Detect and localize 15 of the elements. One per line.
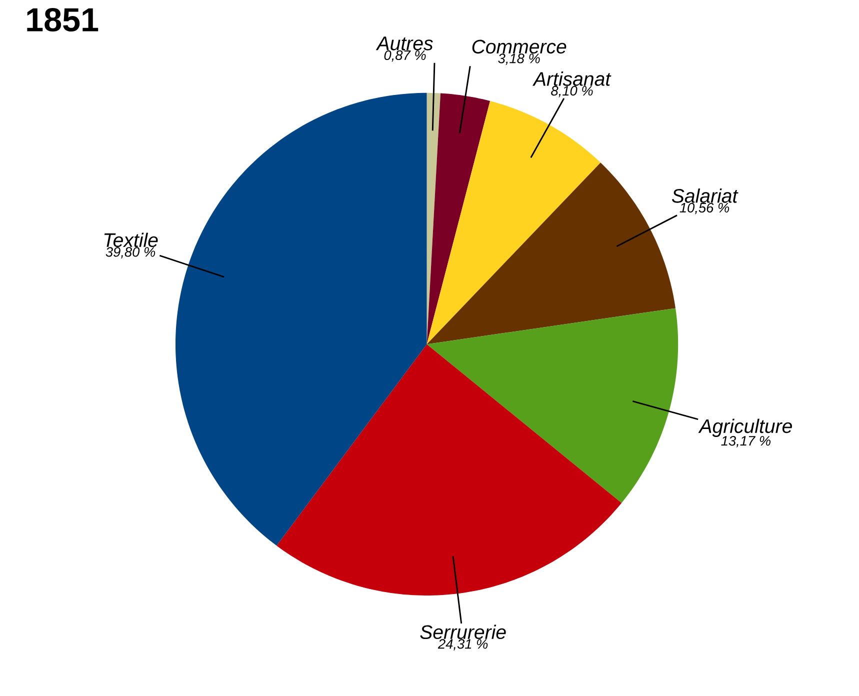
- data-label: 10,56 %: [680, 202, 730, 214]
- data-label: 0,87 %: [384, 50, 426, 62]
- slice-label: Serrurerie: [420, 624, 506, 639]
- slice-label: Textile: [104, 232, 158, 247]
- data-label: 13,17 %: [721, 436, 770, 448]
- slice-label: Agriculture: [698, 418, 792, 437]
- chart-title: 1851: [27, 8, 98, 32]
- slice-label: Salariat: [672, 188, 738, 203]
- data-label: 3,18 %: [498, 53, 540, 65]
- slice-label: Autres: [376, 36, 433, 50]
- data-label: 24,31 %: [438, 638, 488, 650]
- data-label: 8,10 %: [551, 86, 593, 98]
- slice-label: Artisanat: [532, 71, 612, 86]
- data-label: 39,80 %: [106, 246, 156, 258]
- slice-label: Commerce: [472, 40, 566, 54]
